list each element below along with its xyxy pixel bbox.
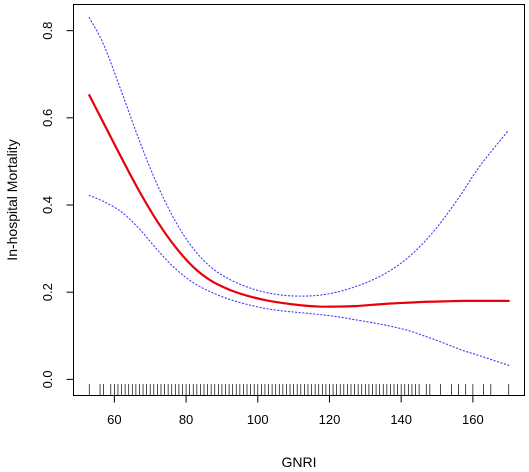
lower-ci-line <box>88 194 510 366</box>
rug-ticks <box>88 384 510 396</box>
y-tick-label: 0.4 <box>40 196 55 214</box>
y-tick-label: 0.6 <box>40 109 55 127</box>
y-tick-label: 0.0 <box>40 370 55 388</box>
y-tick-label: 0.2 <box>40 283 55 301</box>
x-tick-label: 120 <box>319 412 341 427</box>
x-tick-label: 60 <box>107 412 121 427</box>
curves <box>88 17 510 366</box>
plot-frame <box>73 4 525 396</box>
y-tick-label: 0.8 <box>40 22 55 40</box>
x-tick-label: 140 <box>390 412 412 427</box>
x-tick-label: 100 <box>247 412 269 427</box>
x-axis: 60 80 100 120 140 160 <box>107 395 484 427</box>
estimate-line <box>88 94 510 308</box>
y-axis: 0.0 0.2 0.4 0.6 0.8 <box>40 22 74 388</box>
upper-ci-line <box>88 17 510 297</box>
y-axis-title: In-hospital Mortality <box>4 139 20 260</box>
x-tick-label: 80 <box>179 412 193 427</box>
x-tick-label: 160 <box>462 412 484 427</box>
x-axis-title: GNRI <box>282 454 317 470</box>
